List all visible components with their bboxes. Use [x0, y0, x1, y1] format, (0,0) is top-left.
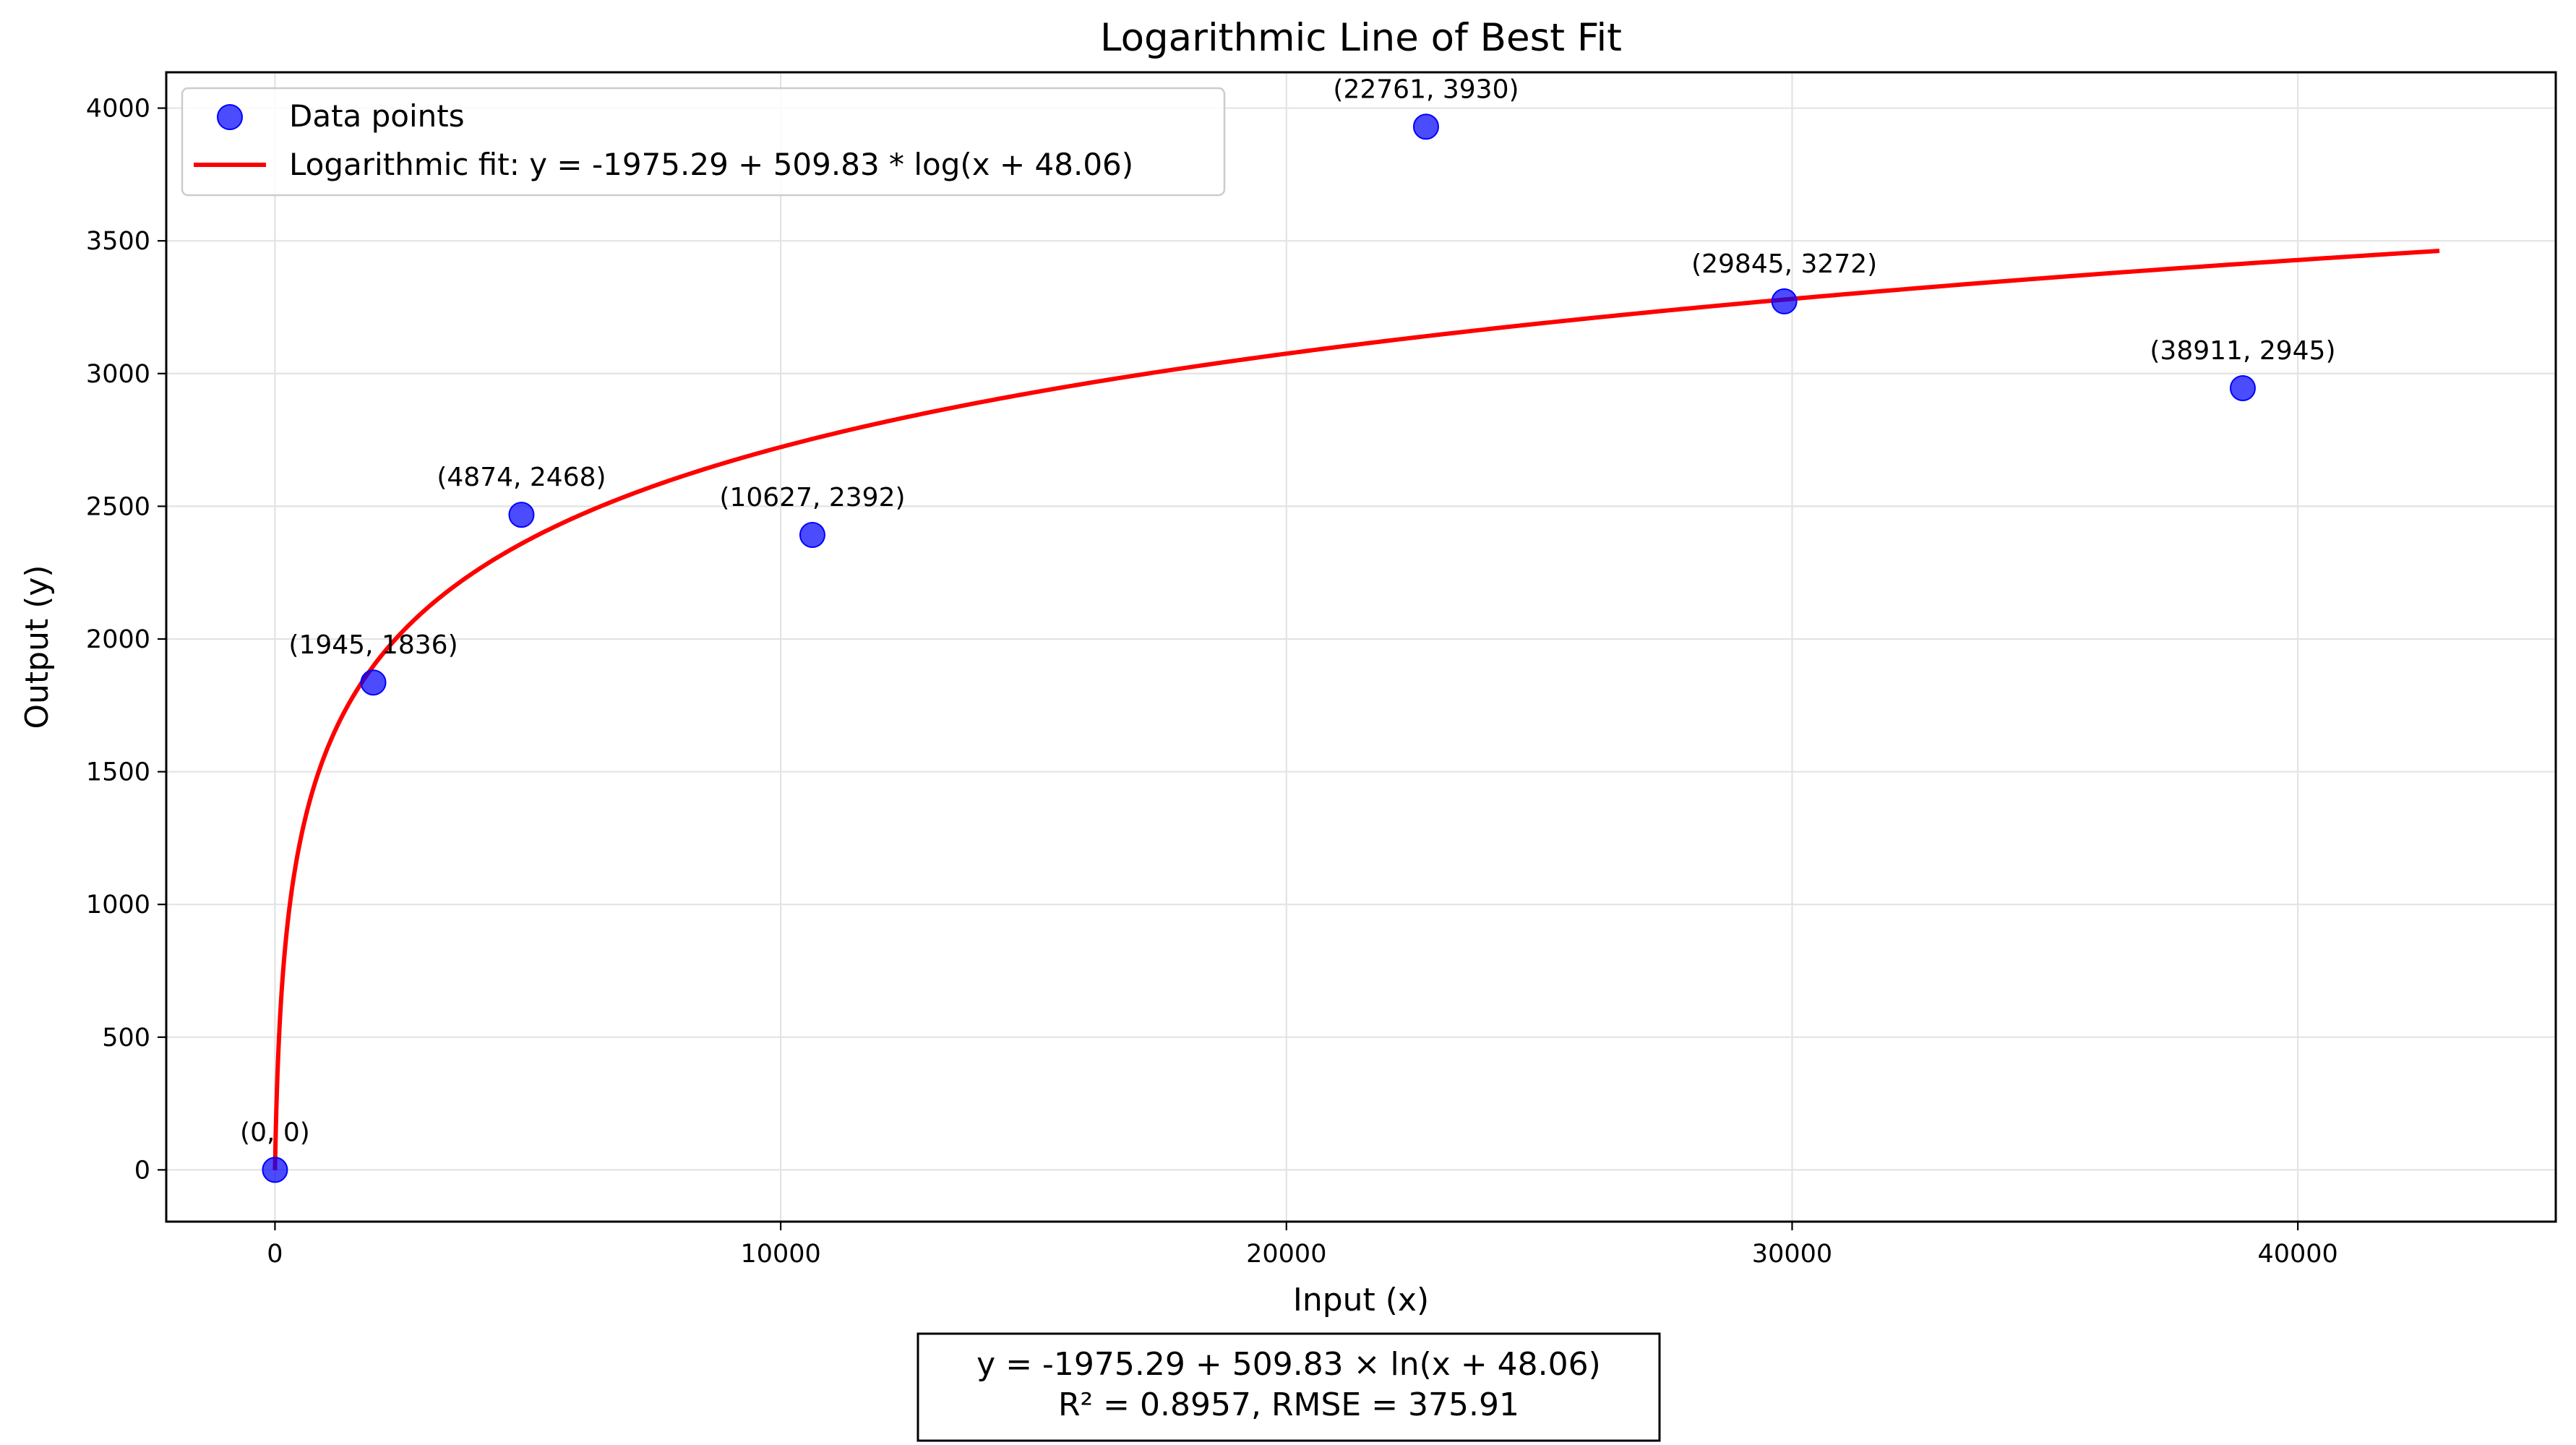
- x-tick-label: 10000: [740, 1240, 820, 1269]
- point-labels: (0, 0) (1945, 1836) (4874, 2468) (10627, 23…: [240, 74, 2335, 1147]
- data-point: [508, 502, 535, 528]
- fit-stats-text: R² = 0.8957, RMSE = 375.91: [1058, 1386, 1519, 1423]
- grid: [166, 72, 2556, 1222]
- fit-line: [272, 249, 2440, 1170]
- x-axis-label: Input (x): [1293, 1282, 1429, 1318]
- y-tick-label: 3000: [86, 360, 150, 389]
- stats-box: y = -1975.29 + 509.83 × ln(x + 48.06) R²…: [916, 1332, 1661, 1442]
- x-tick-label: 0: [267, 1240, 283, 1269]
- data-point: [360, 669, 387, 696]
- data-point-label: (38911, 2945): [2150, 336, 2335, 366]
- y-tick-label: 2000: [86, 625, 150, 654]
- data-point-label: (10627, 2392): [719, 483, 905, 513]
- x-tick-label: 20000: [1246, 1240, 1326, 1269]
- x-tick-label: 40000: [2257, 1240, 2337, 1269]
- y-tick-label: 0: [134, 1156, 150, 1185]
- stats-box-frame: [916, 1332, 1661, 1442]
- legend-label-data-points: Data points: [289, 98, 465, 134]
- y-axis-label: Output (y): [19, 565, 56, 729]
- legend-label-fit-line: Logarithmic fit: y = -1975.29 + 509.83 *…: [289, 147, 1133, 182]
- data-point: [2229, 374, 2256, 401]
- data-point: [262, 1157, 288, 1183]
- x-axis-ticks: 0 10000 20000 30000 40000: [267, 1222, 2338, 1269]
- data-point-label: (1945, 1836): [288, 630, 458, 660]
- legend-marker-data-points: [217, 104, 243, 130]
- data-point-label: (4874, 2468): [437, 463, 606, 492]
- y-tick-label: 1500: [86, 758, 150, 787]
- legend: Data points Logarithmic fit: y = -1975.2…: [181, 87, 1226, 197]
- y-tick-label: 1000: [86, 891, 150, 919]
- y-tick-label: 2500: [86, 492, 150, 521]
- data-point-label: (0, 0): [240, 1118, 310, 1147]
- fit-equation-text: y = -1975.29 + 509.83 × ln(x + 48.06): [976, 1346, 1601, 1383]
- data-point: [1412, 113, 1439, 140]
- data-point-label: (29845, 3272): [1691, 249, 1877, 279]
- x-tick-label: 30000: [1752, 1240, 1832, 1269]
- fit-line-layer: [272, 249, 2440, 1170]
- y-tick-label: 500: [102, 1024, 150, 1052]
- data-point: [1771, 288, 1798, 314]
- plot-frame: [165, 71, 2557, 1223]
- legend-box: [181, 87, 1226, 197]
- data-point: [799, 522, 825, 549]
- data-points: [262, 113, 2256, 1183]
- y-axis-ticks: 0 500 1000 1500 2000 2500 3000 3500 4000: [86, 95, 166, 1185]
- y-tick-label: 3500: [86, 227, 150, 256]
- y-tick-label: 4000: [86, 95, 150, 124]
- data-point-label: (22761, 3930): [1333, 74, 1519, 104]
- chart-title: Logarithmic Line of Best Fit: [1100, 16, 1622, 60]
